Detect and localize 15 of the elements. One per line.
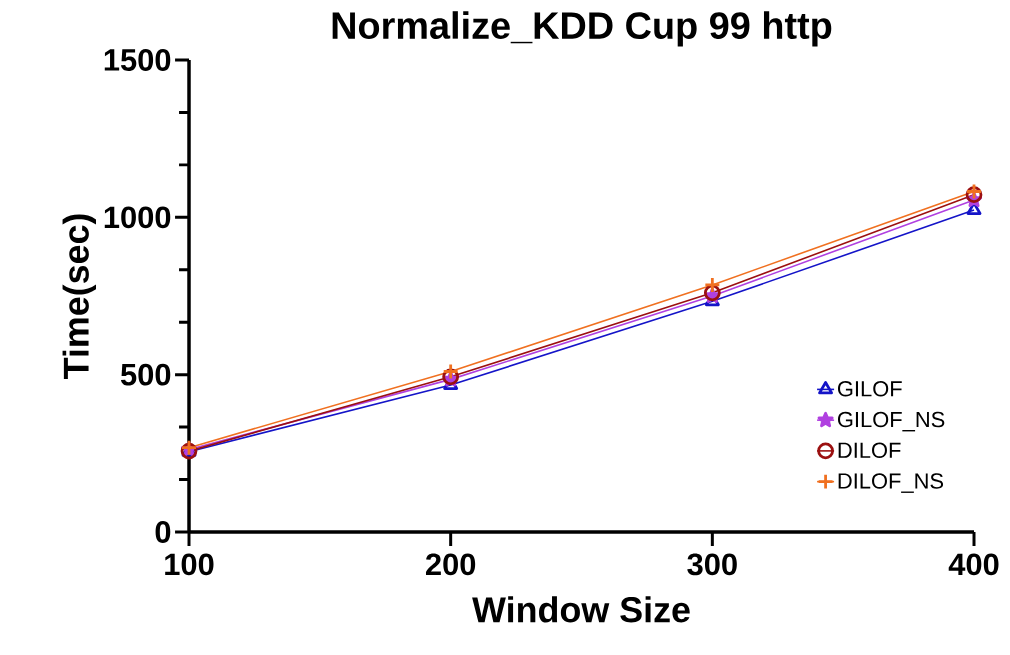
x-axis-title: Window Size [472, 596, 690, 623]
x-tick-label: 200 [425, 553, 476, 576]
x-tick-label: 100 [165, 553, 214, 576]
x-tick-label: 300 [687, 553, 737, 576]
legend-label: GILOF_NS [837, 411, 945, 432]
x-tick-label: 400 [948, 553, 999, 576]
y-tick-label: 1000 [104, 206, 171, 229]
y-tick-label: 1500 [104, 49, 171, 71]
legend-label: DILOF_NS [838, 473, 944, 493]
legend-label: GILOF [837, 381, 902, 397]
chart-title: Normalize_KDD Cup 99 http [332, 11, 832, 47]
legend-label: DILOF [838, 442, 901, 459]
y-tick-label: 0 [155, 521, 171, 543]
y-axis-title: Time(sec) [62, 214, 96, 379]
y-tick-label: 500 [120, 363, 171, 386]
